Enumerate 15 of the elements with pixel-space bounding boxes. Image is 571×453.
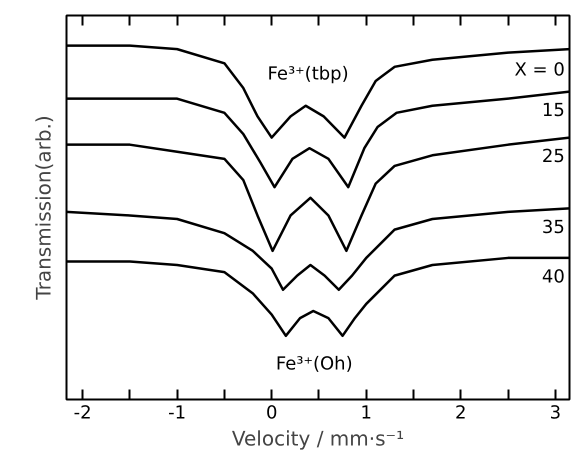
x-tick-label: 0 <box>266 402 278 424</box>
annotation: Fe³⁺(tbp) <box>268 63 349 84</box>
x-tick-label: 3 <box>550 402 562 424</box>
y-axis-title: Transmission(arb.) <box>32 115 56 301</box>
x-tick-label: -1 <box>168 402 186 424</box>
series-label: 25 <box>542 146 565 168</box>
annotation: Fe³⁺(Oh) <box>276 354 353 375</box>
x-tick-label: -2 <box>74 402 92 424</box>
x-tick-label: 1 <box>360 402 372 424</box>
series-label: 15 <box>542 100 565 122</box>
series-label: 35 <box>542 217 565 238</box>
series-label: X = 0 <box>514 60 565 81</box>
series-label: 40 <box>542 266 565 288</box>
x-axis-title: Velocity / mm·s⁻¹ <box>232 426 404 450</box>
x-tick-label: 2 <box>455 402 466 424</box>
